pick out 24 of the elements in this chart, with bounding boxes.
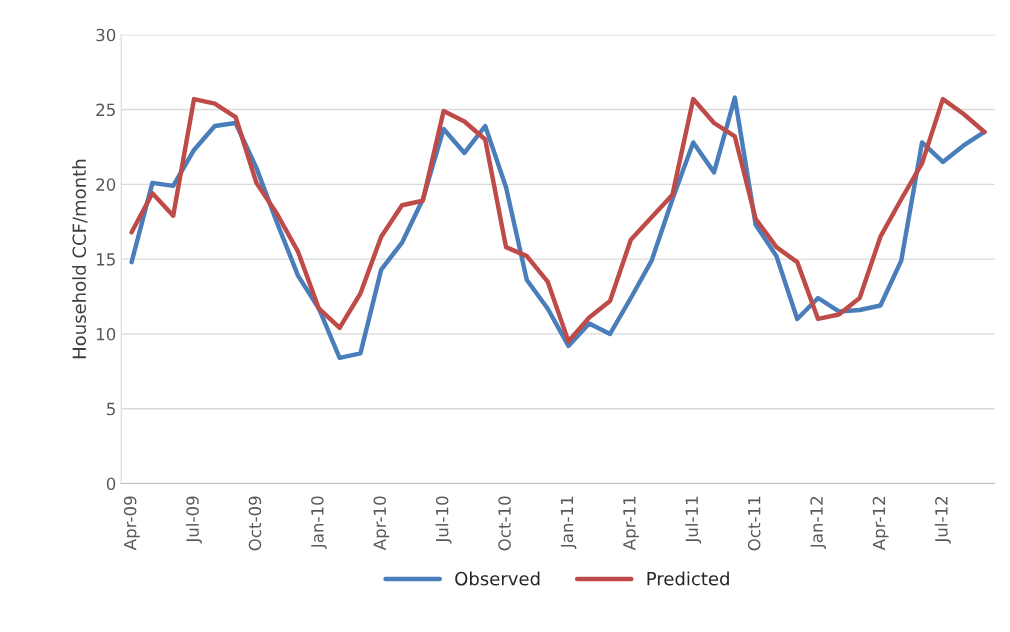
legend-label: Observed (455, 571, 540, 586)
y-axis-title: Household CCF/month (72, 159, 88, 359)
x-tick-label: Jan-11 (560, 496, 577, 550)
x-tick-label: Jan-12 (810, 496, 826, 550)
y-tick-label: 0 (106, 477, 116, 491)
x-tick-label: Jul-11 (685, 496, 702, 544)
x-tick-label: Apr-09 (123, 496, 140, 551)
y-tick-label: 15 (96, 253, 115, 266)
x-tick-label: Jan-10 (311, 496, 327, 550)
y-tick-label: 25 (96, 103, 115, 117)
x-tick-label: Jul-09 (185, 496, 202, 544)
x-tick-label: Oct-09 (248, 496, 262, 551)
x-tick-label: Apr-12 (872, 496, 889, 551)
x-tick-label: Jul-10 (435, 496, 452, 544)
y-tick-label: 30 (96, 28, 116, 42)
y-tick-label: 10 (96, 327, 116, 341)
legend-label: Predicted (647, 571, 729, 586)
x-tick-label: Oct-11 (747, 496, 761, 551)
x-tick-label: Jul-12 (934, 496, 951, 544)
x-tick-label: Apr-11 (623, 496, 639, 551)
x-tick-label: Oct-10 (498, 496, 511, 551)
y-tick-label: 20 (96, 178, 116, 191)
y-tick-label: 5 (107, 402, 115, 416)
x-tick-label: Apr-10 (373, 496, 390, 551)
